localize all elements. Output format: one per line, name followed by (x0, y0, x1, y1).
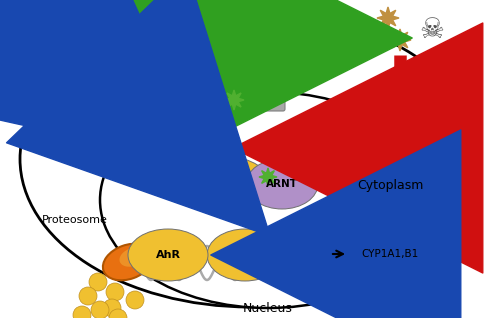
Text: Proteosome: Proteosome (42, 215, 108, 225)
Polygon shape (2, 49, 34, 81)
Polygon shape (135, 39, 161, 65)
Text: XAP2: XAP2 (241, 91, 270, 101)
Polygon shape (26, 66, 58, 98)
Polygon shape (117, 57, 143, 83)
Polygon shape (6, 32, 38, 64)
Circle shape (106, 283, 124, 301)
Circle shape (103, 299, 121, 317)
Polygon shape (39, 2, 71, 34)
Ellipse shape (207, 229, 283, 281)
Text: ☠: ☠ (420, 16, 444, 44)
Polygon shape (253, 10, 277, 34)
Ellipse shape (103, 244, 153, 280)
Circle shape (89, 273, 107, 291)
FancyBboxPatch shape (110, 114, 170, 142)
Polygon shape (155, 15, 181, 41)
Polygon shape (308, 38, 332, 62)
Polygon shape (377, 7, 399, 29)
Ellipse shape (186, 157, 270, 213)
Ellipse shape (166, 110, 234, 150)
Ellipse shape (246, 159, 318, 209)
FancyBboxPatch shape (226, 81, 285, 111)
Polygon shape (236, 26, 260, 50)
Polygon shape (142, 62, 168, 88)
Text: p23: p23 (190, 125, 210, 135)
Text: DRE: DRE (249, 257, 271, 267)
Circle shape (126, 291, 144, 309)
Text: AhR: AhR (232, 250, 258, 260)
Circle shape (91, 301, 109, 318)
Text: AhR: AhR (156, 250, 180, 260)
Text: ARNT: ARNT (266, 179, 298, 189)
Polygon shape (259, 168, 277, 186)
Circle shape (109, 309, 127, 318)
Ellipse shape (20, 11, 480, 307)
Polygon shape (224, 90, 244, 110)
Text: AhR: AhR (180, 103, 204, 113)
Polygon shape (290, 16, 314, 40)
Polygon shape (389, 29, 411, 51)
Text: hsp90: hsp90 (124, 123, 156, 133)
Text: Cytoplasm: Cytoplasm (357, 178, 423, 191)
Ellipse shape (148, 78, 236, 138)
Text: ARNT: ARNT (281, 249, 311, 259)
Circle shape (73, 306, 91, 318)
Polygon shape (44, 42, 76, 74)
Polygon shape (359, 17, 381, 39)
Polygon shape (14, 22, 46, 54)
Ellipse shape (264, 232, 328, 276)
Ellipse shape (128, 229, 208, 281)
Text: Nucleus: Nucleus (243, 301, 293, 315)
Polygon shape (273, 26, 297, 50)
Ellipse shape (100, 92, 436, 308)
Ellipse shape (120, 247, 146, 267)
Text: CYP1A1,B1: CYP1A1,B1 (362, 249, 418, 259)
Polygon shape (347, 31, 369, 53)
Bar (235, 251, 285, 273)
Circle shape (79, 287, 97, 305)
Text: AhR: AhR (216, 180, 240, 190)
